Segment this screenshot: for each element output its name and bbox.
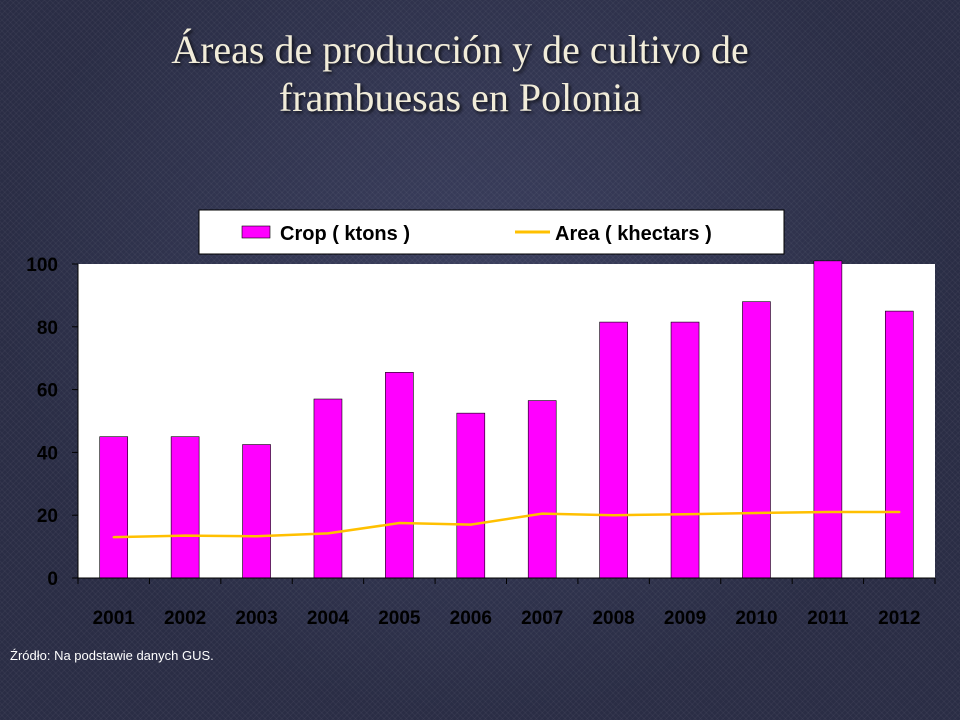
y-tick-label-40: 40 [37,443,58,464]
legend-swatch-crop [241,225,271,239]
x-tick-label-2008: 2008 [592,608,634,629]
plot-area [78,264,935,578]
legend [198,209,785,255]
legend-label-area: Area ( khectars ) [555,223,712,245]
bar-2006 [456,412,486,579]
area-point-2009 [683,513,687,516]
x-tick-label-2001: 2001 [93,608,136,629]
y-tick-label-60: 60 [37,381,58,402]
bar-2004 [313,398,343,579]
x-tick-label-2006: 2006 [450,608,492,629]
area-point-2010 [755,511,758,515]
area-point-2007 [541,512,544,515]
y-tick-label-0: 0 [47,569,58,590]
area-point-2001 [112,535,115,539]
x-tick-label-2004: 2004 [307,608,350,629]
area-line [113,510,900,539]
y-tick-label-80: 80 [37,318,58,339]
area-point-2008 [612,514,615,517]
bar-2009 [670,321,700,579]
y-tick-label-100: 100 [26,255,58,276]
y-tick-label-20: 20 [37,506,58,527]
legend-label-crop: Crop ( ktons ) [280,223,410,245]
bar-2012 [884,310,914,579]
x-tick-label-2011: 2011 [807,608,849,629]
bar-2008 [599,321,628,579]
x-tick-label-2002: 2002 [164,608,206,629]
bar-2002 [170,436,200,579]
area-point-2012 [898,510,901,514]
area-point-2003 [255,535,258,538]
bar-2011 [813,260,843,579]
bar-2005 [385,372,414,579]
x-tick-label-2005: 2005 [378,608,421,629]
bar-2003 [242,444,271,579]
title-line-2: frambuesas en Polonia [278,75,642,120]
x-tick-label-2007: 2007 [521,608,563,629]
bar-2007 [527,400,557,579]
bar-2001 [99,436,129,579]
area-point-2011 [826,510,830,514]
area-point-2005 [398,521,401,525]
area-point-2004 [326,532,330,535]
bar-2010 [742,301,771,579]
x-tick-label-2010: 2010 [735,608,777,629]
area-point-2006 [469,523,472,526]
title-line-1: Áreas de producción y de cultivo de [171,27,749,72]
x-tick-label-2012: 2012 [878,608,920,629]
area-point-2002 [183,534,187,537]
x-tick-label-2009: 2009 [664,608,706,629]
slide-title: Áreas de producción y de cultivo de fram… [0,26,920,122]
source-note: Źródło: Na podstawie danych GUS. [10,648,214,663]
x-tick-label-2003: 2003 [235,608,277,629]
